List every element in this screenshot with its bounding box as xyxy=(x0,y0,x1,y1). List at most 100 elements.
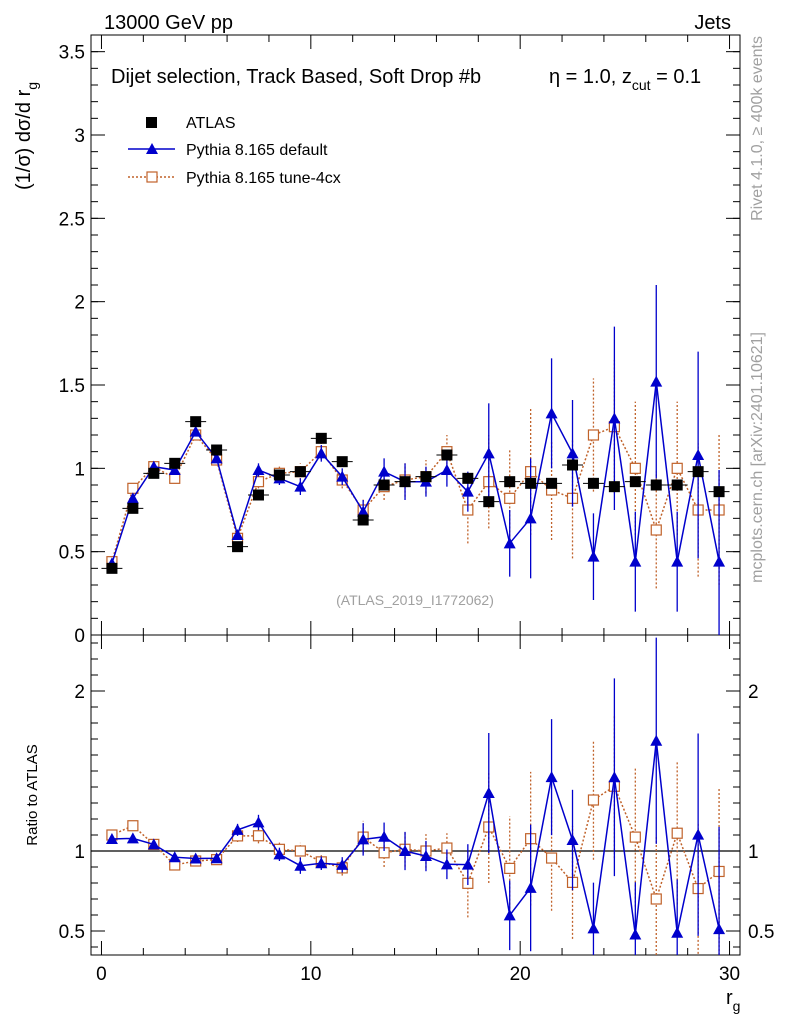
legend: ATLAS Pythia 8.165 default Pythia 8.165 … xyxy=(128,115,341,187)
data-point-main-default xyxy=(252,464,265,475)
legend-label-atlas: ATLAS xyxy=(186,115,236,132)
data-point-main-default xyxy=(231,529,244,540)
data-point-main-atlas xyxy=(525,477,537,489)
data-point-ratio-default xyxy=(147,838,160,850)
ratio-y-tick-label: 1 xyxy=(74,842,85,863)
data-point-main-atlas xyxy=(232,541,244,553)
data-point-ratio-default xyxy=(671,926,684,938)
data-point-main-default xyxy=(713,555,726,567)
data-point-main-tune xyxy=(587,429,600,441)
data-point-main-atlas xyxy=(336,456,348,468)
series-line-ratio-tune xyxy=(111,785,720,902)
energy-label: 13000 GeV pp xyxy=(104,12,233,34)
y-axis-label-ratio: Ratio to ATLAS xyxy=(24,744,41,845)
x-tick-label: 0 xyxy=(96,964,107,985)
data-point-main-atlas xyxy=(169,457,181,469)
data-point-ratio-tune xyxy=(629,831,641,843)
ratio-y-tick-label-right: 1 xyxy=(748,842,759,863)
main-y-tick-label: 3 xyxy=(74,126,85,147)
data-point-ratio-default xyxy=(629,928,642,940)
data-point-main-atlas xyxy=(546,477,558,489)
data-point-main-default xyxy=(608,412,621,424)
y-axis-label-main-sub: g xyxy=(24,82,40,90)
data-point-main-default xyxy=(461,485,474,497)
data-point-main-atlas xyxy=(671,479,683,491)
y-axis-label-main-text: (1/σ) dσ/d r xyxy=(13,89,35,190)
main-y-tick-label: 0 xyxy=(74,626,85,647)
data-point-main-atlas xyxy=(650,479,662,491)
data-point-main-default xyxy=(294,480,307,492)
data-point-main-atlas xyxy=(273,469,285,481)
x-axis-label: rg xyxy=(726,987,740,1014)
data-point-ratio-default xyxy=(189,852,202,864)
legend-marker-atlas xyxy=(146,117,157,128)
data-point-main-atlas xyxy=(462,472,474,484)
data-point-main-atlas xyxy=(587,477,599,489)
x-tick-label: 10 xyxy=(300,964,321,985)
data-point-main-default xyxy=(671,555,684,567)
data-point-main-default xyxy=(545,407,558,419)
data-point-ratio-tune xyxy=(671,827,683,839)
main-y-tick-label: 2.5 xyxy=(59,209,85,230)
selection-label-eta: η = 1.0, zcut = 0.1 xyxy=(549,66,701,93)
data-point-main-tune xyxy=(650,524,662,536)
data-point-main-default xyxy=(189,425,202,437)
data-point-ratio-tune xyxy=(504,862,516,874)
data-point-ratio-default xyxy=(587,922,600,934)
x-tick-label: 20 xyxy=(510,964,531,985)
data-point-main-default xyxy=(650,375,663,387)
main-series xyxy=(101,285,730,635)
data-point-ratio-default xyxy=(105,833,118,844)
main-y-tick-label: 3.5 xyxy=(59,43,85,64)
x-axis-label-sub: g xyxy=(733,998,741,1014)
data-point-main-default xyxy=(692,449,705,460)
data-point-ratio-default xyxy=(713,923,726,935)
series-line-main-tune xyxy=(111,425,720,562)
main-y-tick-label: 1.5 xyxy=(59,376,85,397)
selection-cut-subscript: cut xyxy=(632,77,651,93)
data-point-main-atlas xyxy=(504,476,516,488)
data-point-main-default xyxy=(168,464,181,475)
data-point-ratio-default xyxy=(524,881,537,893)
data-point-ratio-default xyxy=(231,823,244,835)
data-point-main-atlas xyxy=(567,459,579,471)
legend-label-default: Pythia 8.165 default xyxy=(186,142,328,159)
main-y-tick-label: 0.5 xyxy=(59,543,85,564)
data-point-main-default xyxy=(210,452,223,464)
data-point-main-tune xyxy=(504,492,516,504)
data-point-main-atlas xyxy=(629,476,641,488)
data-point-main-default xyxy=(126,492,139,504)
data-point-main-atlas xyxy=(106,562,118,574)
rivet-side-label: Rivet 4.1.0, ≥ 400k events xyxy=(749,36,766,221)
data-point-ratio-tune xyxy=(127,820,139,832)
data-point-main-atlas xyxy=(148,467,160,479)
data-point-ratio-default xyxy=(650,734,663,746)
data-point-main-atlas xyxy=(608,481,620,493)
data-point-main-atlas xyxy=(357,514,369,526)
data-point-ratio-default xyxy=(168,851,181,863)
data-point-main-atlas xyxy=(315,432,327,444)
data-point-main-atlas xyxy=(378,479,390,491)
data-point-ratio-default xyxy=(357,833,370,845)
ratio-series xyxy=(105,637,726,955)
ratio-y-tick-label-right: 2 xyxy=(748,682,759,703)
data-point-main-default xyxy=(315,447,328,459)
data-point-ratio-default xyxy=(336,858,349,870)
data-point-ratio-default xyxy=(419,850,432,862)
data-point-main-default xyxy=(566,447,579,459)
data-point-main-default xyxy=(587,550,600,562)
data-point-ratio-default xyxy=(294,859,307,871)
main-y-tick-label: 1 xyxy=(74,459,85,480)
data-point-ratio-default xyxy=(692,828,705,840)
data-point-main-default xyxy=(440,464,453,475)
ratio-y-tick-label-right: 0.5 xyxy=(748,922,774,943)
x-tick-label: 30 xyxy=(719,964,740,985)
data-point-main-default xyxy=(482,447,495,459)
data-point-ratio-default xyxy=(545,771,558,783)
selection-label: Dijet selection, Track Based, Soft Drop … xyxy=(111,66,481,88)
data-point-main-atlas xyxy=(127,502,139,514)
data-point-ratio-tune xyxy=(545,852,558,864)
data-point-ratio-default xyxy=(566,834,579,846)
ratio-y-tick-label: 0.5 xyxy=(59,922,85,943)
data-point-ratio-tune xyxy=(252,830,265,842)
